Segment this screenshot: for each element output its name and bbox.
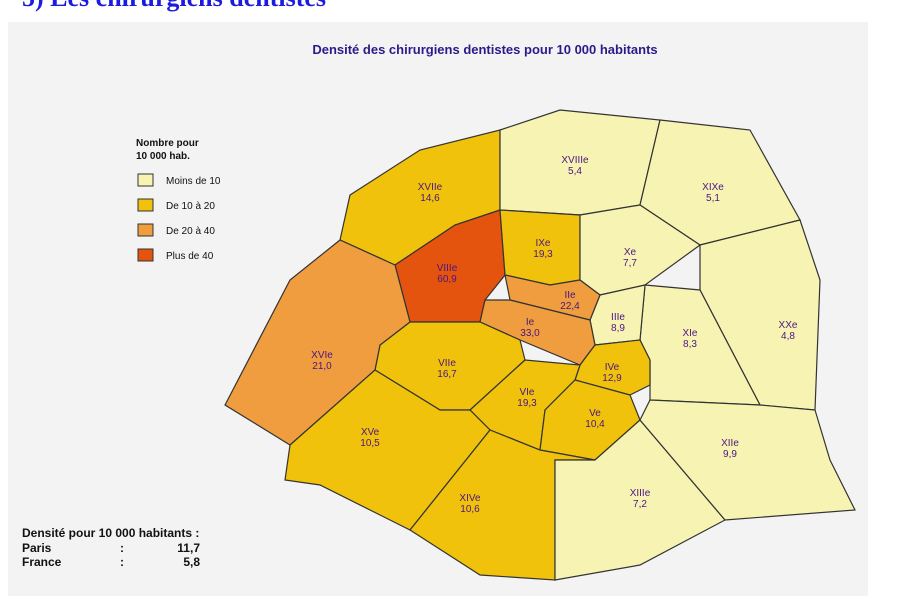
legend-label: De 10 à 20: [166, 201, 215, 212]
regions: XVIIe14,6XVIIIe5,4XIXe5,1VIIIe60,9IXe19,…: [224, 109, 856, 581]
footer-sep: :: [120, 541, 124, 555]
region-name: XVIe: [311, 350, 333, 361]
footer-name: France: [22, 555, 62, 569]
heading: 5) Les chirurgiens dentistes: [22, 0, 326, 12]
region-name: Ie: [526, 317, 535, 328]
footer-sep: :: [120, 555, 124, 569]
region-name: Ve: [589, 408, 601, 419]
footer-value: 11,7: [177, 541, 200, 555]
region-value: 7,2: [633, 499, 647, 510]
region-name: XIVe: [459, 493, 481, 504]
region: [639, 399, 856, 521]
footer-title: Densité pour 10 000 habitants :: [22, 526, 199, 540]
footer-name: Paris: [22, 541, 52, 555]
region-name: Xe: [624, 247, 637, 258]
region-name: IIe: [564, 290, 576, 301]
region-value: 4,8: [781, 331, 795, 342]
region-value: 60,9: [437, 274, 457, 285]
region-value: 19,3: [533, 249, 553, 260]
region-value: 5,1: [706, 193, 720, 204]
region-name: IIIe: [611, 312, 625, 323]
legend-title: 10 000 hab.: [136, 151, 190, 162]
region-name: XXe: [779, 320, 798, 331]
legend-title: Nombre pour: [136, 138, 199, 149]
region-name: XIe: [682, 328, 697, 339]
region-name: IXe: [535, 238, 550, 249]
region-value: 7,7: [623, 258, 637, 269]
legend-label: Moins de 10: [166, 176, 221, 187]
region-name: XIXe: [702, 182, 724, 193]
region-name: IVe: [605, 362, 620, 373]
legend-swatch: [137, 223, 154, 237]
region-value: 8,3: [683, 339, 697, 350]
region-name: VIIIe: [437, 263, 458, 274]
legend-label: Plus de 40: [166, 251, 214, 262]
region-value: 33,0: [520, 328, 540, 339]
footer: Densité pour 10 000 habitants :Paris: 11,…: [22, 526, 200, 569]
region-name: XIIIe: [630, 488, 651, 499]
legend: Nombre pour 10 000 hab. Moins de 10 De 10 à…: [136, 138, 221, 262]
footer-value: 5,8: [183, 555, 200, 569]
region-name: XVIIIe: [561, 155, 589, 166]
region-name: XVe: [361, 427, 380, 438]
region-value: 10,5: [360, 438, 380, 449]
legend-label: De 20 à 40: [166, 226, 215, 237]
region-value: 22,4: [560, 301, 580, 312]
region-value: 14,6: [420, 193, 440, 204]
region-value: 5,4: [568, 166, 582, 177]
region-value: 8,9: [611, 323, 625, 334]
region-value: 19,3: [517, 398, 537, 409]
region-value: 16,7: [437, 369, 457, 380]
region-value: 9,9: [723, 449, 737, 460]
region-name: XVIIe: [418, 182, 443, 193]
region-value: 21,0: [312, 361, 332, 372]
map-title: Densité des chirurgiens dentistes pour 1…: [312, 42, 657, 57]
legend-swatch: [137, 198, 154, 212]
region-name: XIIe: [721, 438, 739, 449]
region-value: 12,9: [602, 373, 622, 384]
region-value: 10,6: [460, 504, 480, 515]
region-name: VIIe: [438, 358, 456, 369]
legend-swatch: [137, 173, 154, 187]
legend-swatch: [137, 248, 154, 262]
region-value: 10,4: [585, 419, 605, 430]
region-name: VIe: [519, 387, 534, 398]
